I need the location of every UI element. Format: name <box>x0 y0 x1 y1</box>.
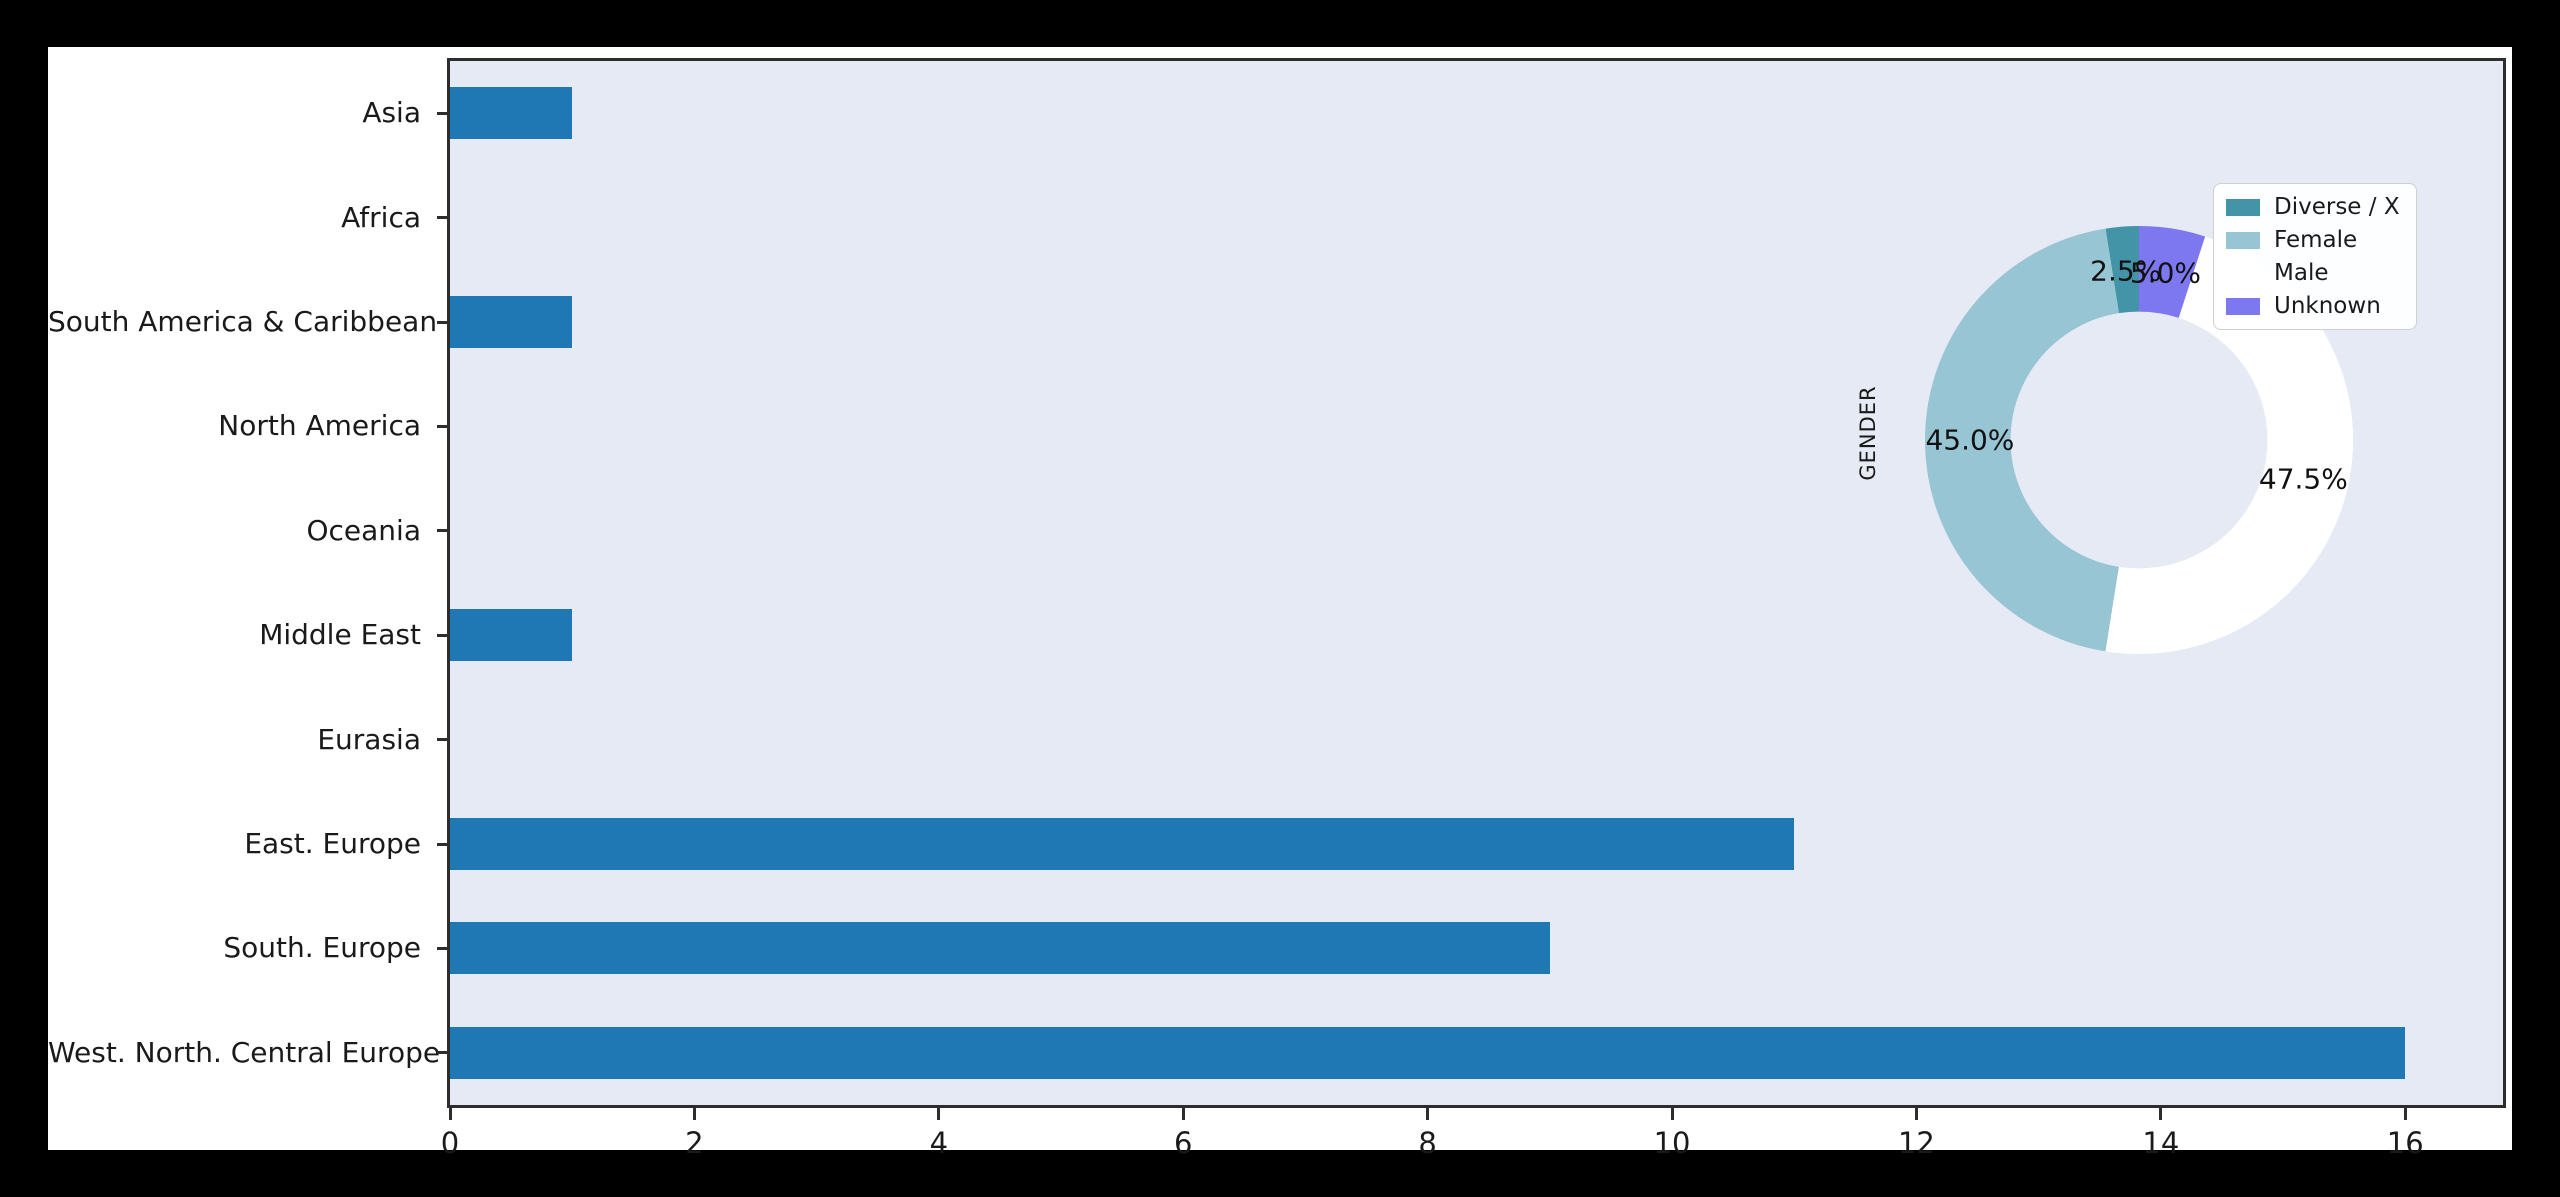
y-tick-mark <box>437 424 447 428</box>
donut-slice-male <box>2105 236 2354 655</box>
legend-label-male: Male <box>2274 260 2329 286</box>
legend-item-male: Male <box>2226 260 2400 286</box>
x-tick-mark <box>2403 1108 2407 1120</box>
bar-east-europe <box>450 818 1795 870</box>
gender-donut-chart <box>1924 225 2354 655</box>
donut-pct-label-female: 45.0% <box>1925 423 2015 457</box>
y-tick-mark <box>437 946 447 950</box>
x-tick-label-8: 8 <box>1418 1126 1437 1160</box>
legend-item-diverse-x: Diverse / X <box>2226 194 2400 220</box>
donut-pct-label-male: 47.5% <box>2258 462 2348 496</box>
bar-south-europe <box>450 922 1550 975</box>
y-tick-mark <box>437 111 447 115</box>
legend-swatch-female <box>2226 231 2260 249</box>
bar-middle-east <box>450 609 573 662</box>
y-category-label-east-europe: East. Europe <box>244 827 421 860</box>
x-tick-mark <box>692 1108 696 1120</box>
y-tick-mark <box>437 320 447 324</box>
x-tick-label-16: 16 <box>2386 1126 2424 1160</box>
x-tick-label-14: 14 <box>2142 1126 2180 1160</box>
x-tick-mark <box>1670 1108 1674 1120</box>
x-tick-mark <box>448 1108 452 1120</box>
y-category-label-north-america: North America <box>218 409 421 443</box>
y-category-label-south-europe: South. Europe <box>223 931 421 965</box>
x-tick-mark <box>1426 1108 1430 1120</box>
y-tick-mark <box>437 216 447 220</box>
x-tick-label-6: 6 <box>1173 1126 1193 1160</box>
donut-slice-unknown <box>2139 226 2206 318</box>
y-category-label-oceania: Oceania <box>306 513 421 547</box>
bar-south-america-caribbean <box>450 296 573 348</box>
donut-legend: Diverse / X Female Male Unknown <box>2213 183 2417 330</box>
x-tick-label-0: 0 <box>440 1126 460 1160</box>
legend-label-female: Female <box>2274 227 2358 253</box>
y-tick-mark <box>437 738 447 742</box>
donut-slice-diverse-x <box>2105 225 2139 314</box>
y-category-label-west-north-central-europe: West. North. Central Europe <box>48 1035 441 1069</box>
legend-label-diverse-x: Diverse / X <box>2274 194 2400 220</box>
legend-swatch-diverse-x <box>2226 198 2260 216</box>
y-category-label-south-america-caribbean: South America & Caribbean <box>48 305 438 338</box>
x-tick-label-2: 2 <box>685 1126 704 1160</box>
x-tick-label-10: 10 <box>1653 1126 1691 1160</box>
bar-west-north-central-europe <box>450 1026 2406 1079</box>
x-tick-label-4: 4 <box>929 1126 949 1160</box>
x-tick-label-12: 12 <box>1897 1126 1935 1160</box>
bar-asia <box>450 87 573 140</box>
y-category-label-africa: Africa <box>341 200 421 234</box>
donut-slice-female <box>1924 228 2119 652</box>
legend-item-unknown: Unknown <box>2226 293 2400 319</box>
y-category-label-eurasia: Eurasia <box>317 722 421 756</box>
x-tick-mark <box>1181 1108 1185 1120</box>
x-tick-mark <box>2159 1108 2163 1120</box>
donut-pct-label-unknown: 5.0% <box>2129 256 2202 290</box>
donut-pct-label-diverse-x: 2.5% <box>2090 254 2162 288</box>
x-tick-mark <box>937 1108 941 1120</box>
bar-chart-plot-area: GENDER Diverse / X Female Male Unknown 2.5%… <box>447 58 2506 1108</box>
x-tick-mark <box>1914 1108 1918 1120</box>
y-category-label-middle-east: Middle East <box>259 618 421 652</box>
y-tick-mark <box>437 529 447 533</box>
y-tick-mark <box>437 1051 447 1055</box>
legend-item-female: Female <box>2226 227 2400 253</box>
y-tick-mark <box>437 842 447 846</box>
y-tick-mark <box>437 633 447 637</box>
legend-swatch-unknown <box>2226 297 2260 315</box>
legend-label-unknown: Unknown <box>2274 293 2381 319</box>
matplotlib-figure: GENDER Diverse / X Female Male Unknown 2.5%… <box>48 47 2512 1160</box>
donut-ylabel: GENDER <box>1856 385 1880 481</box>
y-category-label-asia: Asia <box>362 96 421 130</box>
legend-swatch-male <box>2226 264 2260 282</box>
